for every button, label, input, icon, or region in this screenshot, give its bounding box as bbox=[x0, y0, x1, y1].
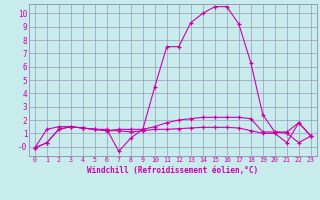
X-axis label: Windchill (Refroidissement éolien,°C): Windchill (Refroidissement éolien,°C) bbox=[87, 166, 258, 175]
